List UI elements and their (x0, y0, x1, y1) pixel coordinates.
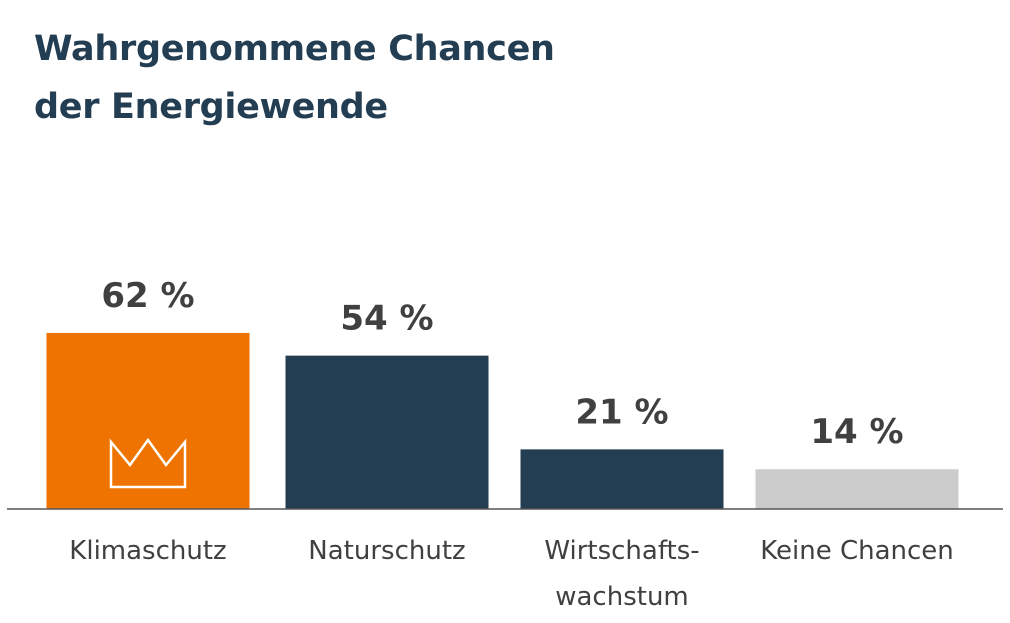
bar-value-label-3: 21 % (575, 392, 668, 432)
chart-title-line-1: Wahrgenommene Chancen (34, 29, 555, 69)
bar-4 (755, 469, 959, 509)
category-label-2: Naturschutz (308, 536, 465, 566)
category-label-4: Keine Chancen (760, 536, 954, 566)
bar-value-label-1: 62 % (101, 276, 194, 316)
category-label-3-line-2: wachstum (555, 582, 689, 612)
crown-icon (109, 437, 187, 489)
bar-value-label-2: 54 % (340, 299, 433, 339)
bar-value-label-4: 14 % (810, 412, 903, 452)
chart-title-line-2: der Energiewende (34, 87, 388, 127)
bar-2 (285, 355, 489, 509)
bar-1 (46, 332, 250, 509)
category-label-3-line-1: Wirtschafts- (544, 536, 699, 566)
bar-3 (520, 449, 724, 509)
category-label-1: Klimaschutz (69, 536, 226, 566)
chart-title: Wahrgenommene Chancen der Energiewende (34, 20, 555, 136)
